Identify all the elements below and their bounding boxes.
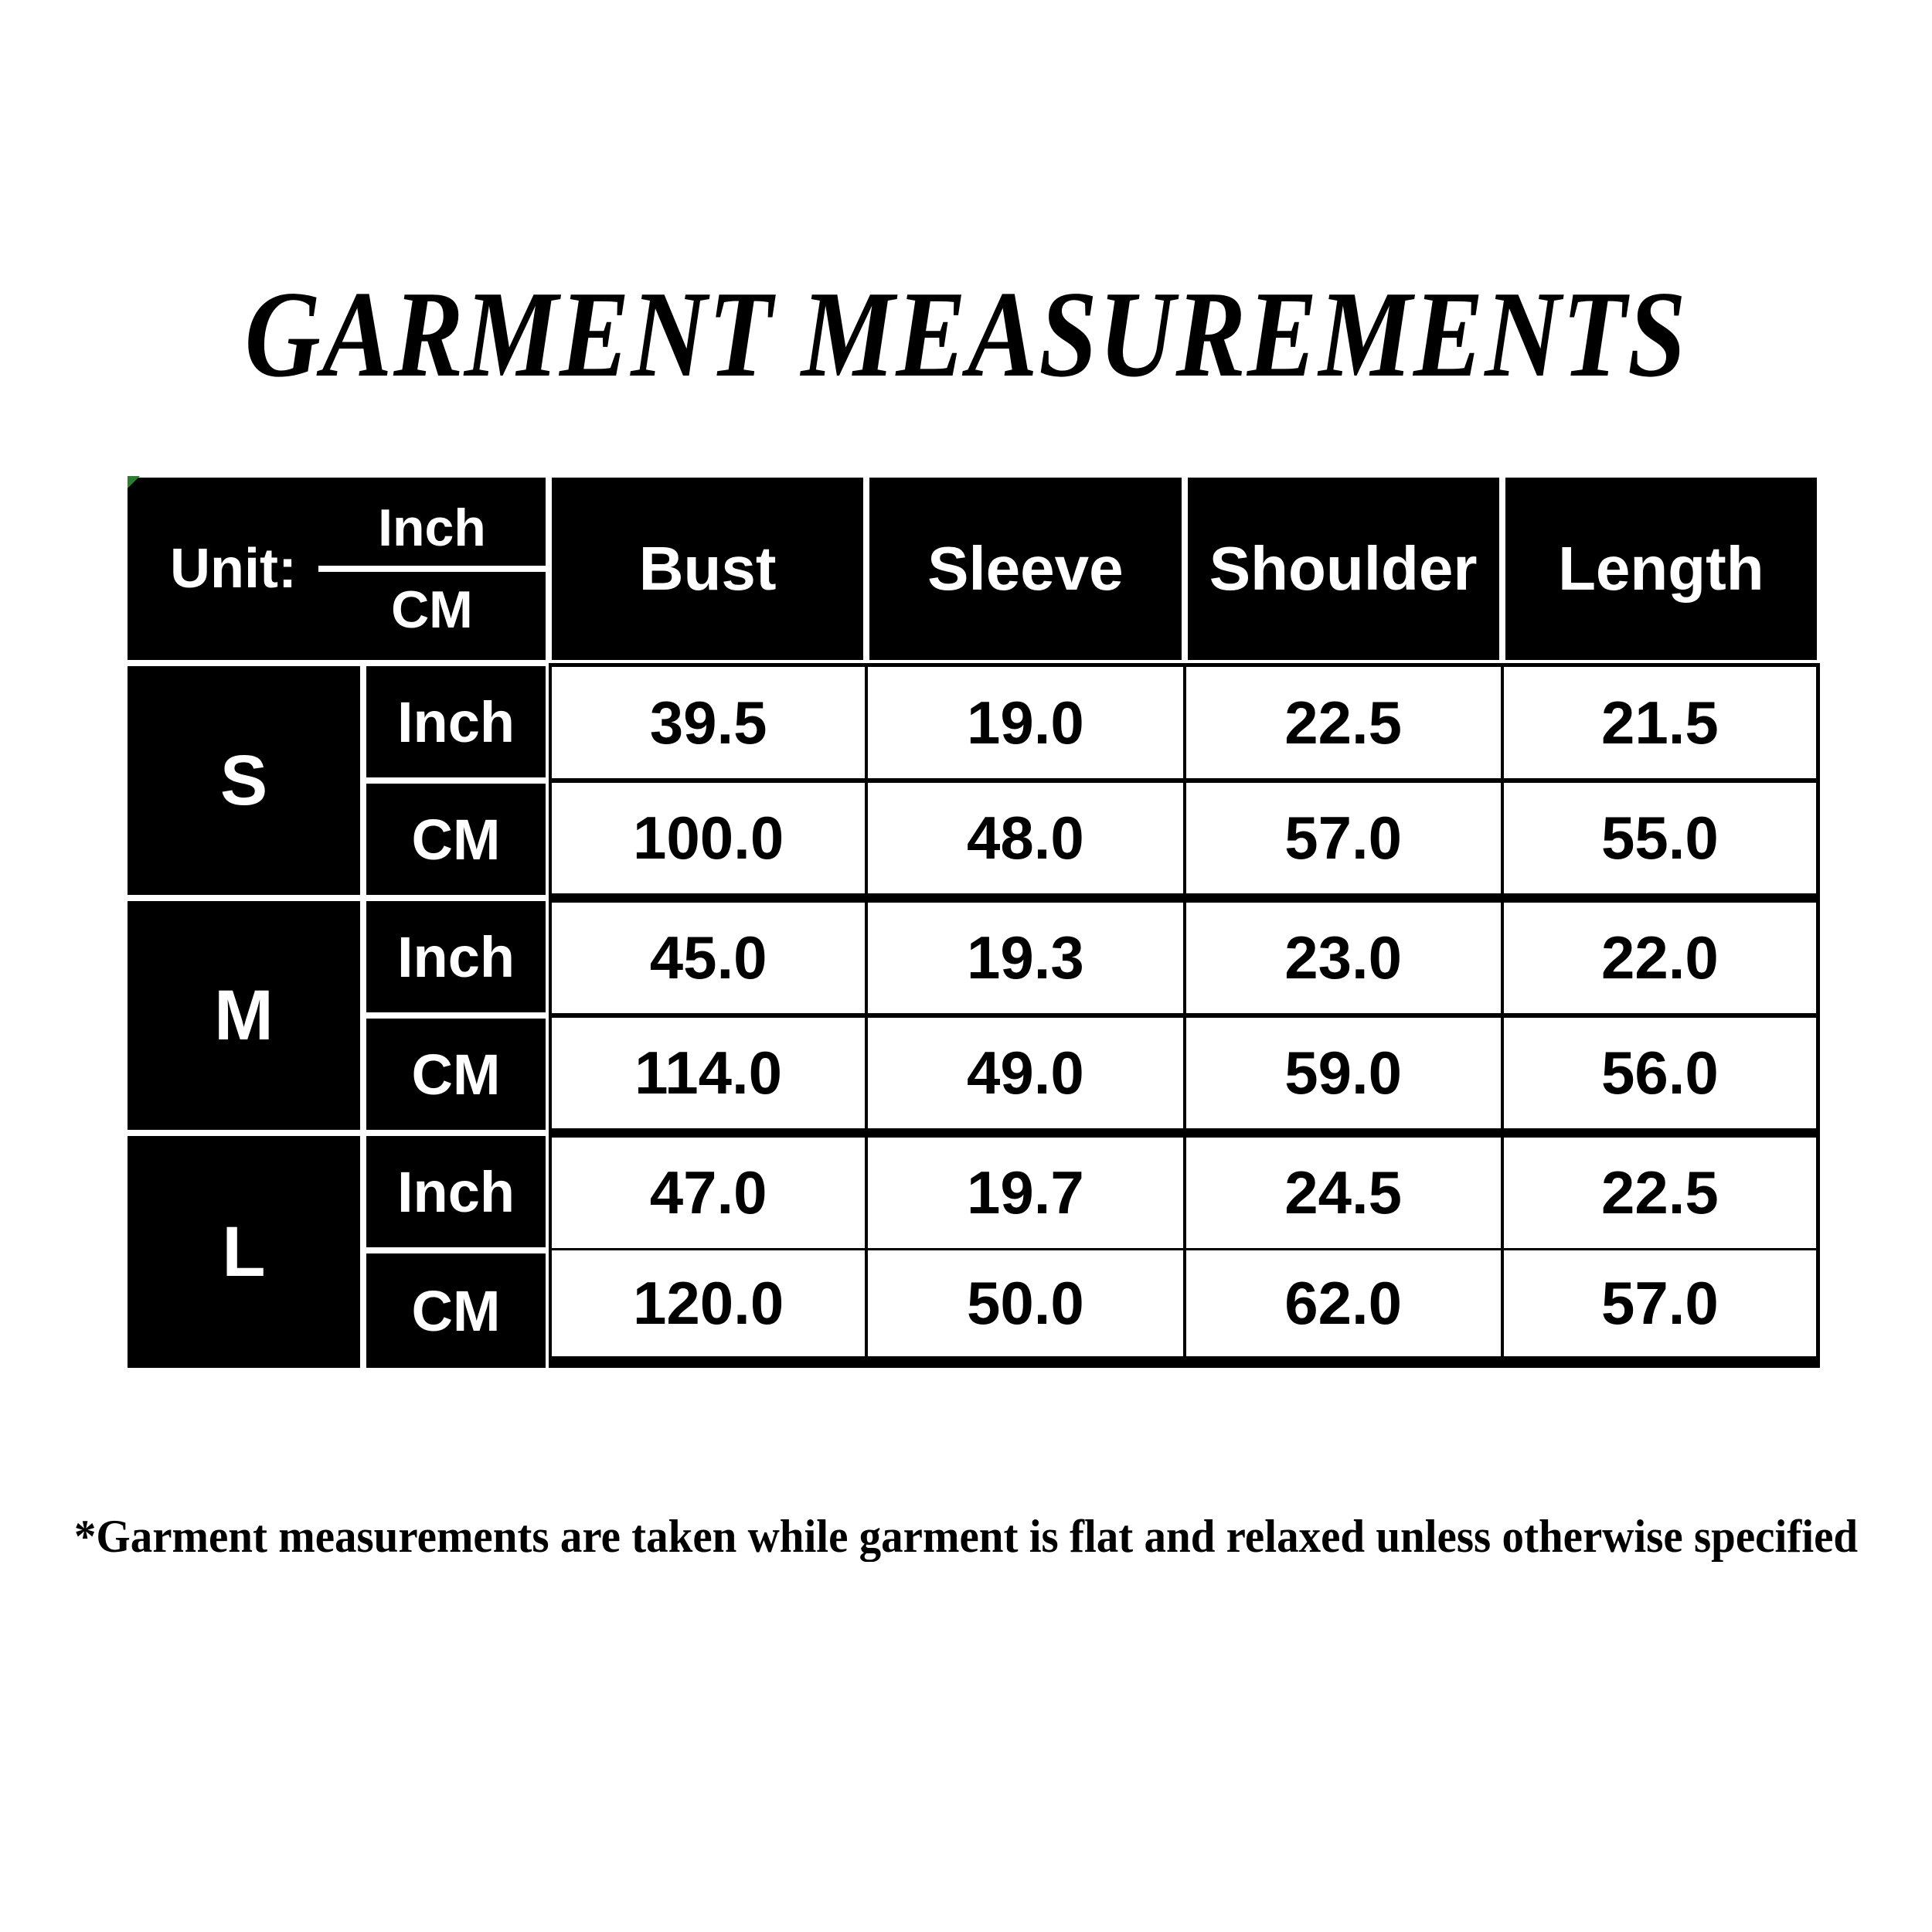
unit-cm-label: CM: [391, 580, 473, 639]
unit-fraction: Inch CM: [318, 498, 546, 640]
row-unit-label-cm: CM: [363, 781, 549, 898]
size-cell-l: L: [128, 1133, 363, 1368]
data-cell-l-inch-length: 22.5: [1502, 1133, 1820, 1250]
footnote: *Garment measurements are taken while ga…: [73, 1511, 1859, 1562]
column-header-length: Length: [1502, 478, 1820, 663]
data-cell-s-cm-length: 55.0: [1502, 781, 1820, 898]
data-cell-m-inch-sleeve: 19.3: [866, 898, 1185, 1015]
data-cell-m-inch-length: 22.0: [1502, 898, 1820, 1015]
size-cell-s: S: [128, 663, 363, 898]
green-corner-marker-icon: [128, 476, 140, 488]
row-unit-label-cm: CM: [363, 1015, 549, 1133]
data-cell-l-inch-shoulder: 24.5: [1184, 1133, 1502, 1250]
column-header-shoulder: Shoulder: [1184, 478, 1502, 663]
column-header-sleeve: Sleeve: [866, 478, 1185, 663]
row-unit-label-inch: Inch: [363, 898, 549, 1015]
data-cell-m-cm-sleeve: 49.0: [866, 1015, 1185, 1133]
data-cell-m-cm-length: 56.0: [1502, 1015, 1820, 1133]
measurements-table: Unit: Inch CM Bust Sleeve Shoulder Lengt…: [128, 478, 1820, 1368]
page-title: GARMENT MEASUREMENTS: [244, 265, 1688, 403]
data-cell-l-inch-sleeve: 19.7: [866, 1133, 1185, 1250]
data-cell-s-inch-sleeve: 19.0: [866, 663, 1185, 781]
data-cell-m-cm-bust: 114.0: [549, 1015, 867, 1133]
data-cell-s-cm-bust: 100.0: [549, 781, 867, 898]
unit-inch-label: Inch: [318, 498, 546, 572]
data-cell-l-cm-sleeve: 50.0: [866, 1250, 1185, 1368]
data-cell-s-cm-sleeve: 48.0: [866, 781, 1185, 898]
data-cell-l-cm-bust: 120.0: [549, 1250, 867, 1368]
column-header-bust: Bust: [549, 478, 867, 663]
data-cell-l-cm-length: 57.0: [1502, 1250, 1820, 1368]
data-cell-s-cm-shoulder: 57.0: [1184, 781, 1502, 898]
data-cell-l-inch-bust: 47.0: [549, 1133, 867, 1250]
data-cell-s-inch-length: 21.5: [1502, 663, 1820, 781]
unit-label: Unit:: [170, 538, 297, 600]
size-cell-m: M: [128, 898, 363, 1133]
unit-header-cell: Unit: Inch CM: [128, 478, 549, 663]
data-cell-s-inch-shoulder: 22.5: [1184, 663, 1502, 781]
data-cell-m-inch-bust: 45.0: [549, 898, 867, 1015]
row-unit-label-inch: Inch: [363, 663, 549, 781]
data-cell-m-cm-shoulder: 59.0: [1184, 1015, 1502, 1133]
row-unit-label-cm: CM: [363, 1250, 549, 1368]
row-unit-label-inch: Inch: [363, 1133, 549, 1250]
data-cell-m-inch-shoulder: 23.0: [1184, 898, 1502, 1015]
data-cell-l-cm-shoulder: 62.0: [1184, 1250, 1502, 1368]
data-cell-s-inch-bust: 39.5: [549, 663, 867, 781]
